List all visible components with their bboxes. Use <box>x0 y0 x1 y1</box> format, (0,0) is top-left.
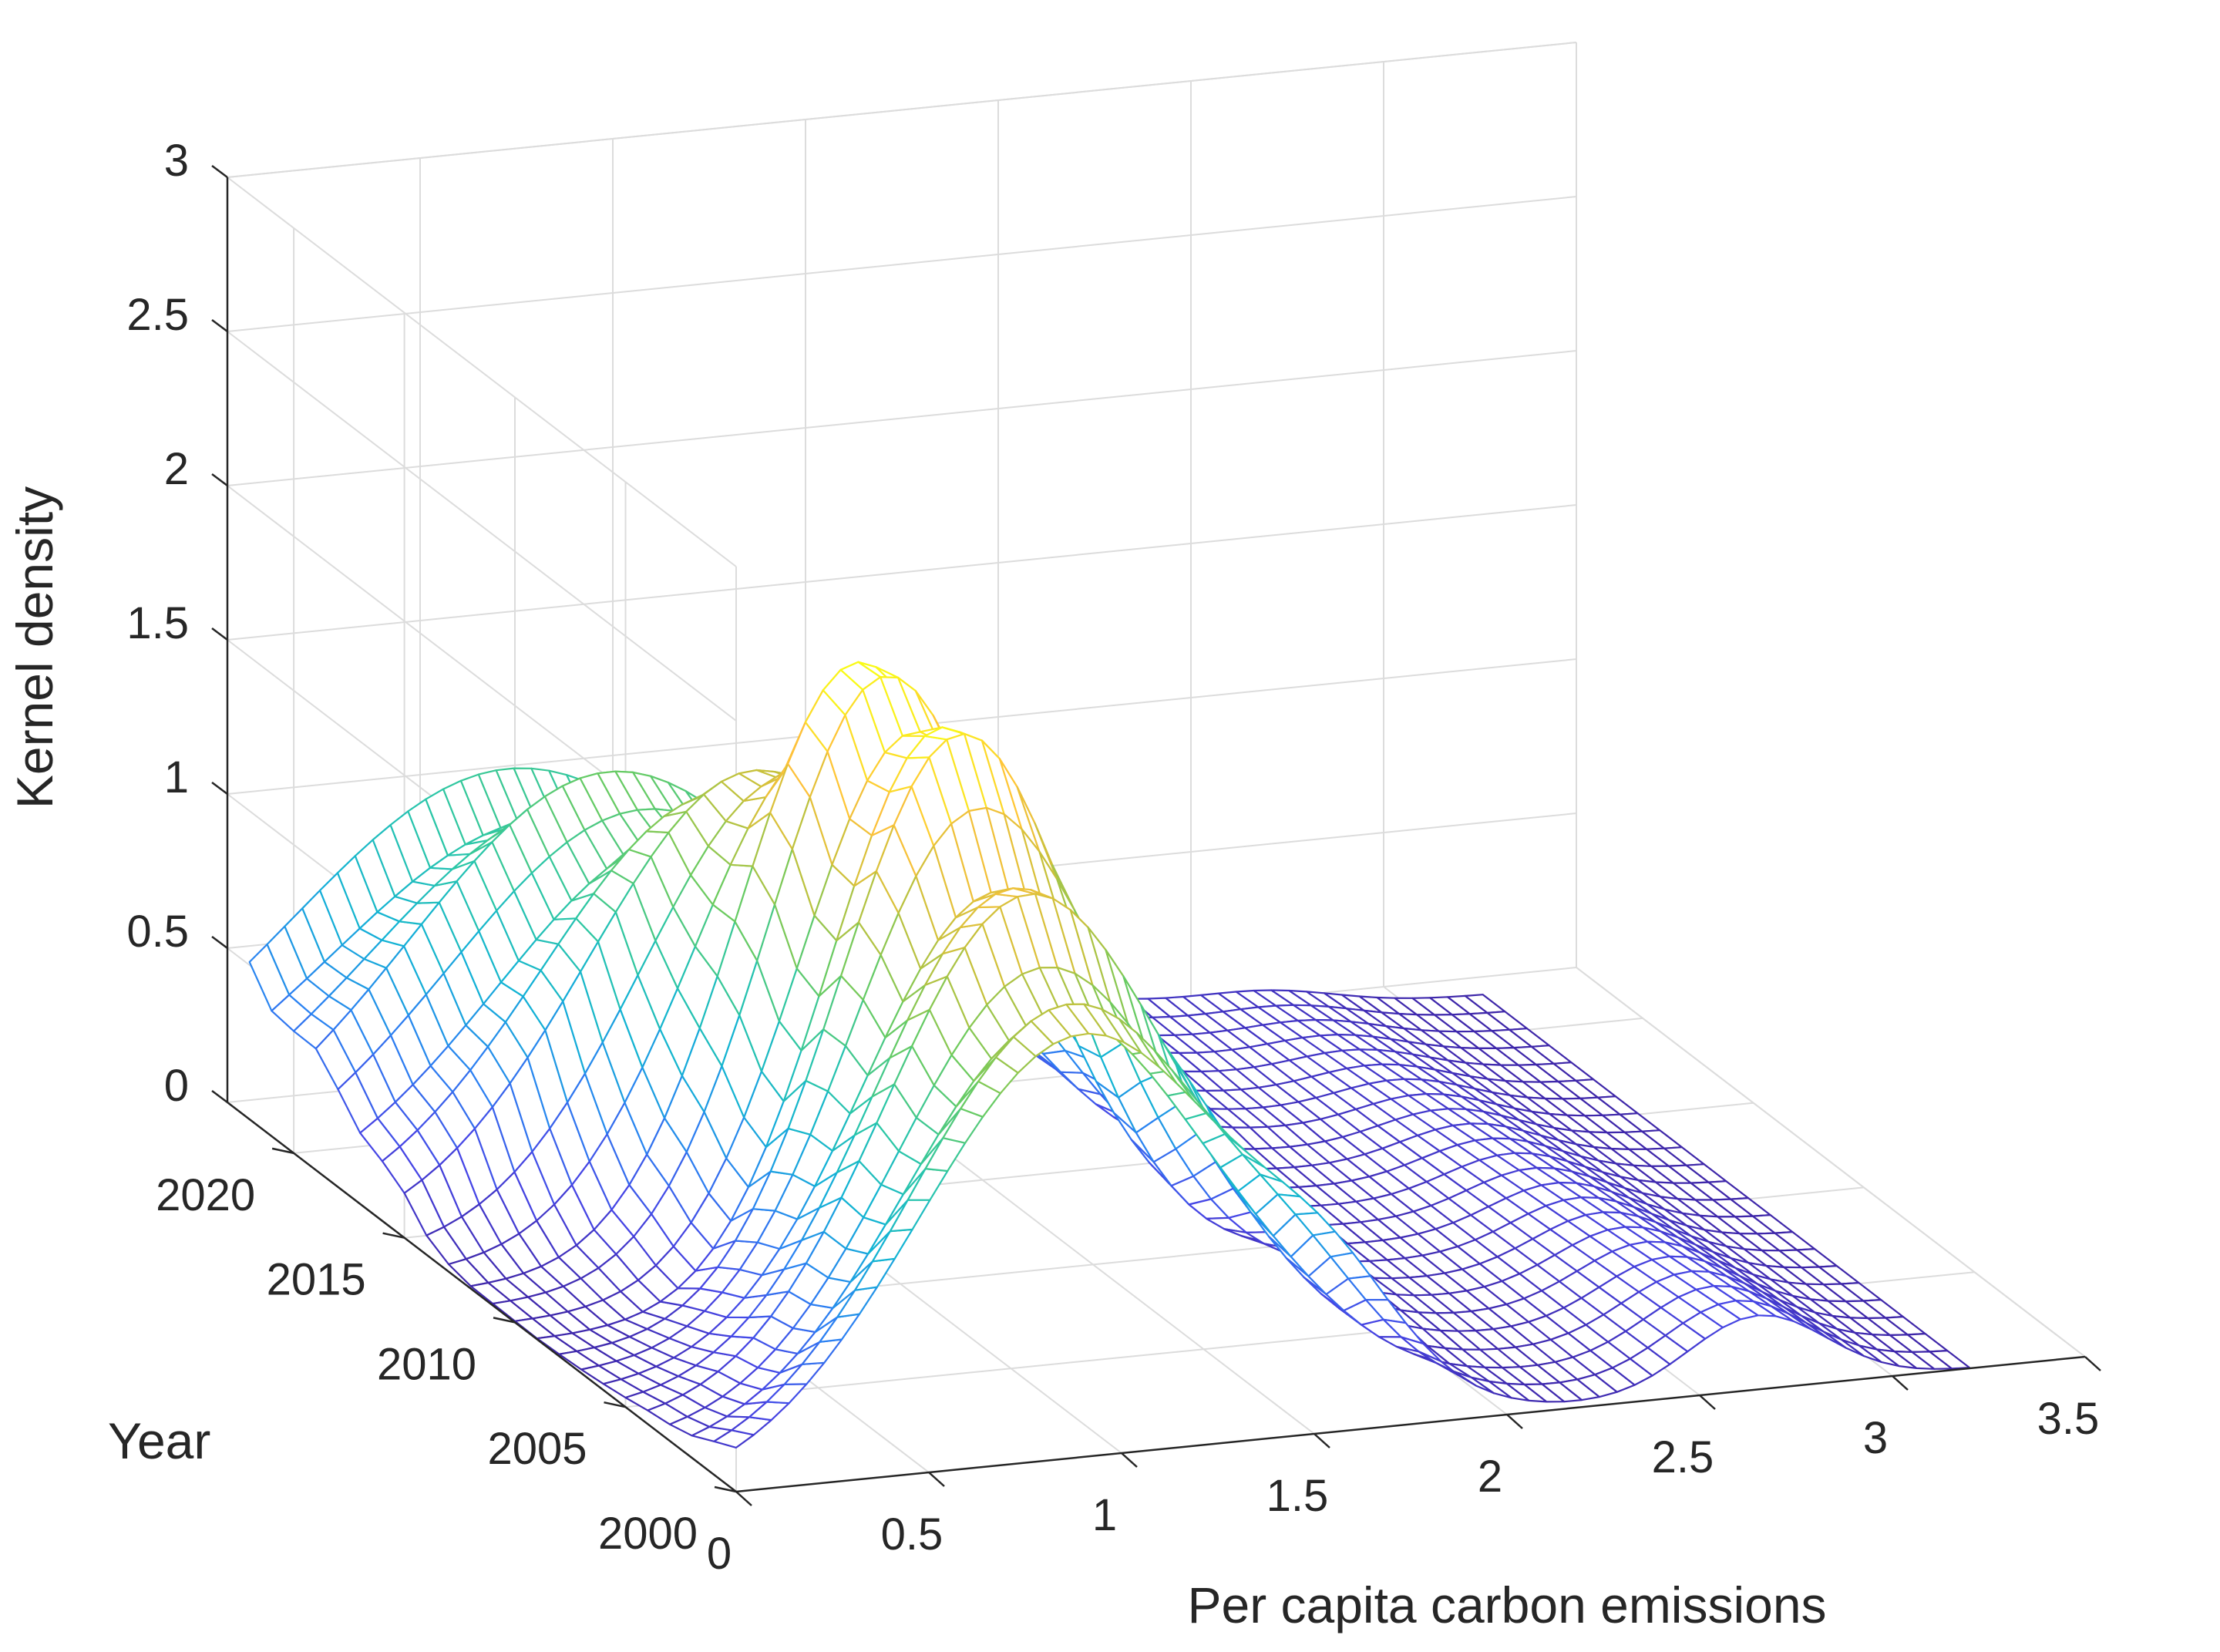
x-tick-label: 1 <box>1092 1490 1117 1540</box>
z-tick-label: 3 <box>164 136 189 186</box>
z-tick-mark <box>211 165 228 178</box>
z-tick-mark <box>211 627 228 641</box>
z-tick-mark <box>211 1090 228 1103</box>
y-axis-title: Year <box>108 1412 210 1469</box>
y-axis-line <box>227 1102 737 1492</box>
x-tick-mark <box>1506 1414 1523 1429</box>
y-tick-label: 2015 <box>267 1255 366 1305</box>
sidewall-gridline-z <box>227 331 737 722</box>
z-tick-label: 1 <box>164 752 189 802</box>
y-tick-label: 2000 <box>598 1509 698 1559</box>
x-tick-label: 0 <box>707 1529 732 1579</box>
backwall-gridline-z <box>227 350 1577 486</box>
z-tick-mark <box>211 319 228 332</box>
z-axis-title: Kernel density <box>6 486 63 809</box>
x-tick-mark <box>928 1472 945 1487</box>
z-tick-label: 1.5 <box>126 598 189 648</box>
x-tick-mark <box>1314 1433 1330 1448</box>
z-tick-mark <box>211 936 228 949</box>
y-tick-mark <box>493 1317 516 1324</box>
z-tick-mark <box>211 473 228 486</box>
y-tick-mark <box>271 1147 294 1155</box>
x-axis-line <box>735 1355 2086 1493</box>
density-surface-mesh <box>248 661 1971 1449</box>
axes-lines <box>211 165 2101 1506</box>
x-tick-mark <box>735 1491 752 1506</box>
backwall-gridline-z <box>227 196 1577 332</box>
z-tick-label: 2.5 <box>126 290 189 340</box>
x-axis-title: Per capita carbon emissions <box>1187 1576 1826 1633</box>
x-tick-label: 0.5 <box>881 1509 944 1559</box>
x-tick-label: 3 <box>1863 1413 1888 1463</box>
x-tick-mark <box>1121 1452 1138 1468</box>
z-tick-label: 2 <box>164 444 189 494</box>
z-tick-mark <box>211 782 228 795</box>
x-tick-label: 2 <box>1478 1452 1502 1502</box>
y-tick-label: 2005 <box>487 1424 587 1474</box>
y-tick-label: 2020 <box>156 1170 255 1220</box>
y-tick-label: 2010 <box>377 1339 476 1389</box>
x-tick-label: 3.5 <box>2037 1394 2100 1444</box>
y-tick-mark <box>382 1232 405 1239</box>
box-edge <box>227 42 1577 178</box>
z-tick-label: 0.5 <box>126 907 189 957</box>
backwall-gridline-z <box>227 504 1577 641</box>
x-tick-mark <box>2084 1356 2101 1371</box>
z-tick-label: 0 <box>164 1061 189 1111</box>
sidewall-gridline-z <box>227 177 737 567</box>
y-tick-mark <box>604 1401 626 1408</box>
box-edge <box>1576 967 2086 1358</box>
y-tick-mark <box>714 1485 737 1493</box>
x-tick-mark <box>1699 1395 1716 1410</box>
x-tick-label: 1.5 <box>1266 1471 1329 1521</box>
x-tick-mark <box>1892 1375 1909 1391</box>
x-tick-label: 2.5 <box>1652 1432 1714 1482</box>
